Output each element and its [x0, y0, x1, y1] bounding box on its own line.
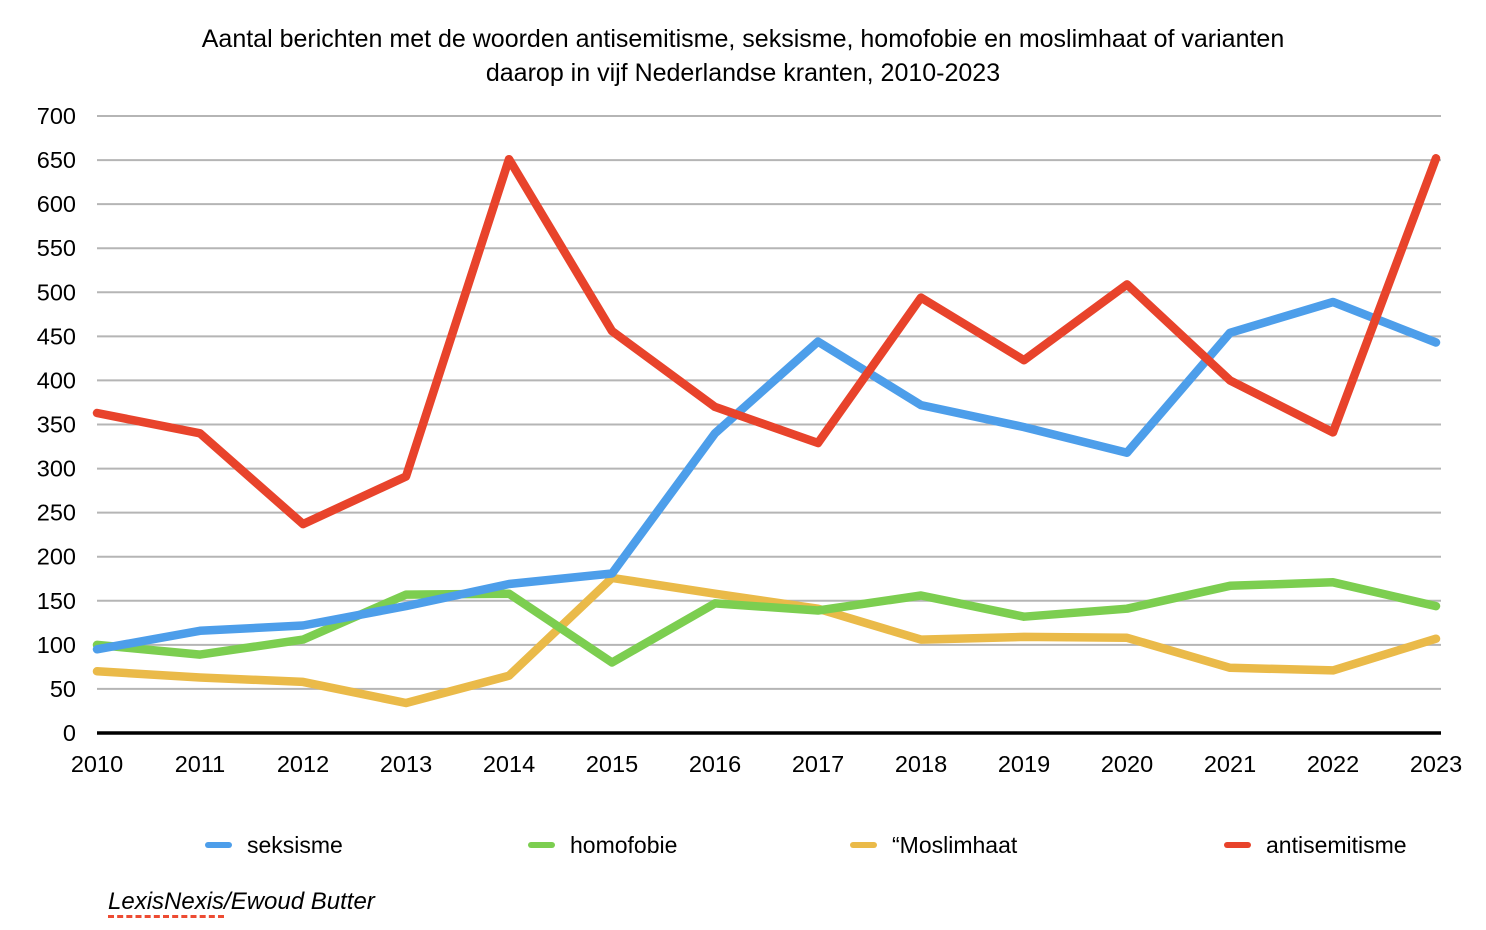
- svg-text:200: 200: [37, 544, 76, 570]
- legend-item-moslimhaat: “Moslimhaat: [850, 832, 1017, 858]
- svg-text:2019: 2019: [998, 751, 1050, 777]
- svg-text:2013: 2013: [380, 751, 432, 777]
- svg-text:2015: 2015: [586, 751, 638, 777]
- svg-text:150: 150: [37, 588, 76, 614]
- svg-text:2014: 2014: [483, 751, 535, 777]
- svg-text:2011: 2011: [175, 751, 226, 777]
- svg-text:2020: 2020: [1101, 751, 1153, 777]
- legend-label-seksisme: seksisme: [247, 832, 343, 858]
- svg-text:650: 650: [37, 147, 76, 173]
- svg-text:0: 0: [63, 720, 76, 746]
- legend-swatch-moslimhaat: [850, 842, 877, 848]
- svg-text:2018: 2018: [895, 751, 947, 777]
- source-attribution: LexisNexis/Ewoud Butter: [108, 888, 375, 918]
- legend-item-homofobie: homofobie: [528, 832, 677, 858]
- legend-swatch-homofobie: [528, 842, 555, 848]
- svg-text:2017: 2017: [792, 751, 844, 777]
- svg-text:2012: 2012: [277, 751, 329, 777]
- chart-title-line-1: Aantal berichten met de woorden antisemi…: [201, 25, 1285, 53]
- source-author: /Ewoud Butter: [224, 888, 375, 915]
- legend-label-antisemitisme: antisemitisme: [1266, 832, 1407, 858]
- svg-text:700: 700: [37, 103, 76, 129]
- legend-item-antisemitisme: antisemitisme: [1224, 832, 1407, 858]
- legend-swatch-seksisme: [205, 842, 232, 848]
- legend-label-homofobie: homofobie: [570, 832, 678, 858]
- svg-text:2022: 2022: [1307, 751, 1359, 777]
- chart-legend: seksisme homofobie “Moslimhaat antisemit…: [0, 832, 1486, 862]
- svg-text:2016: 2016: [689, 751, 741, 777]
- chart-title-line-2: daarop in vijf Nederlandse kranten, 2010…: [485, 59, 1001, 87]
- legend-item-seksisme: seksisme: [205, 832, 343, 858]
- legend-label-moslimhaat: “Moslimhaat: [892, 832, 1018, 858]
- source-lexisnexis: LexisNexis: [108, 888, 225, 918]
- legend-swatch-antisemitisme: [1224, 842, 1251, 848]
- svg-text:550: 550: [37, 235, 76, 261]
- svg-text:300: 300: [37, 456, 76, 482]
- svg-text:2023: 2023: [1410, 751, 1462, 777]
- svg-text:2010: 2010: [71, 751, 123, 777]
- svg-text:400: 400: [37, 367, 76, 393]
- svg-text:500: 500: [37, 279, 76, 305]
- svg-text:50: 50: [50, 676, 76, 702]
- svg-text:450: 450: [37, 323, 76, 349]
- svg-text:600: 600: [37, 191, 76, 217]
- svg-text:100: 100: [37, 632, 76, 658]
- svg-text:350: 350: [37, 412, 76, 438]
- svg-text:250: 250: [37, 500, 76, 526]
- chart-title: Aantal berichten met de woorden antisemi…: [0, 22, 1486, 90]
- svg-text:2021: 2021: [1204, 751, 1256, 777]
